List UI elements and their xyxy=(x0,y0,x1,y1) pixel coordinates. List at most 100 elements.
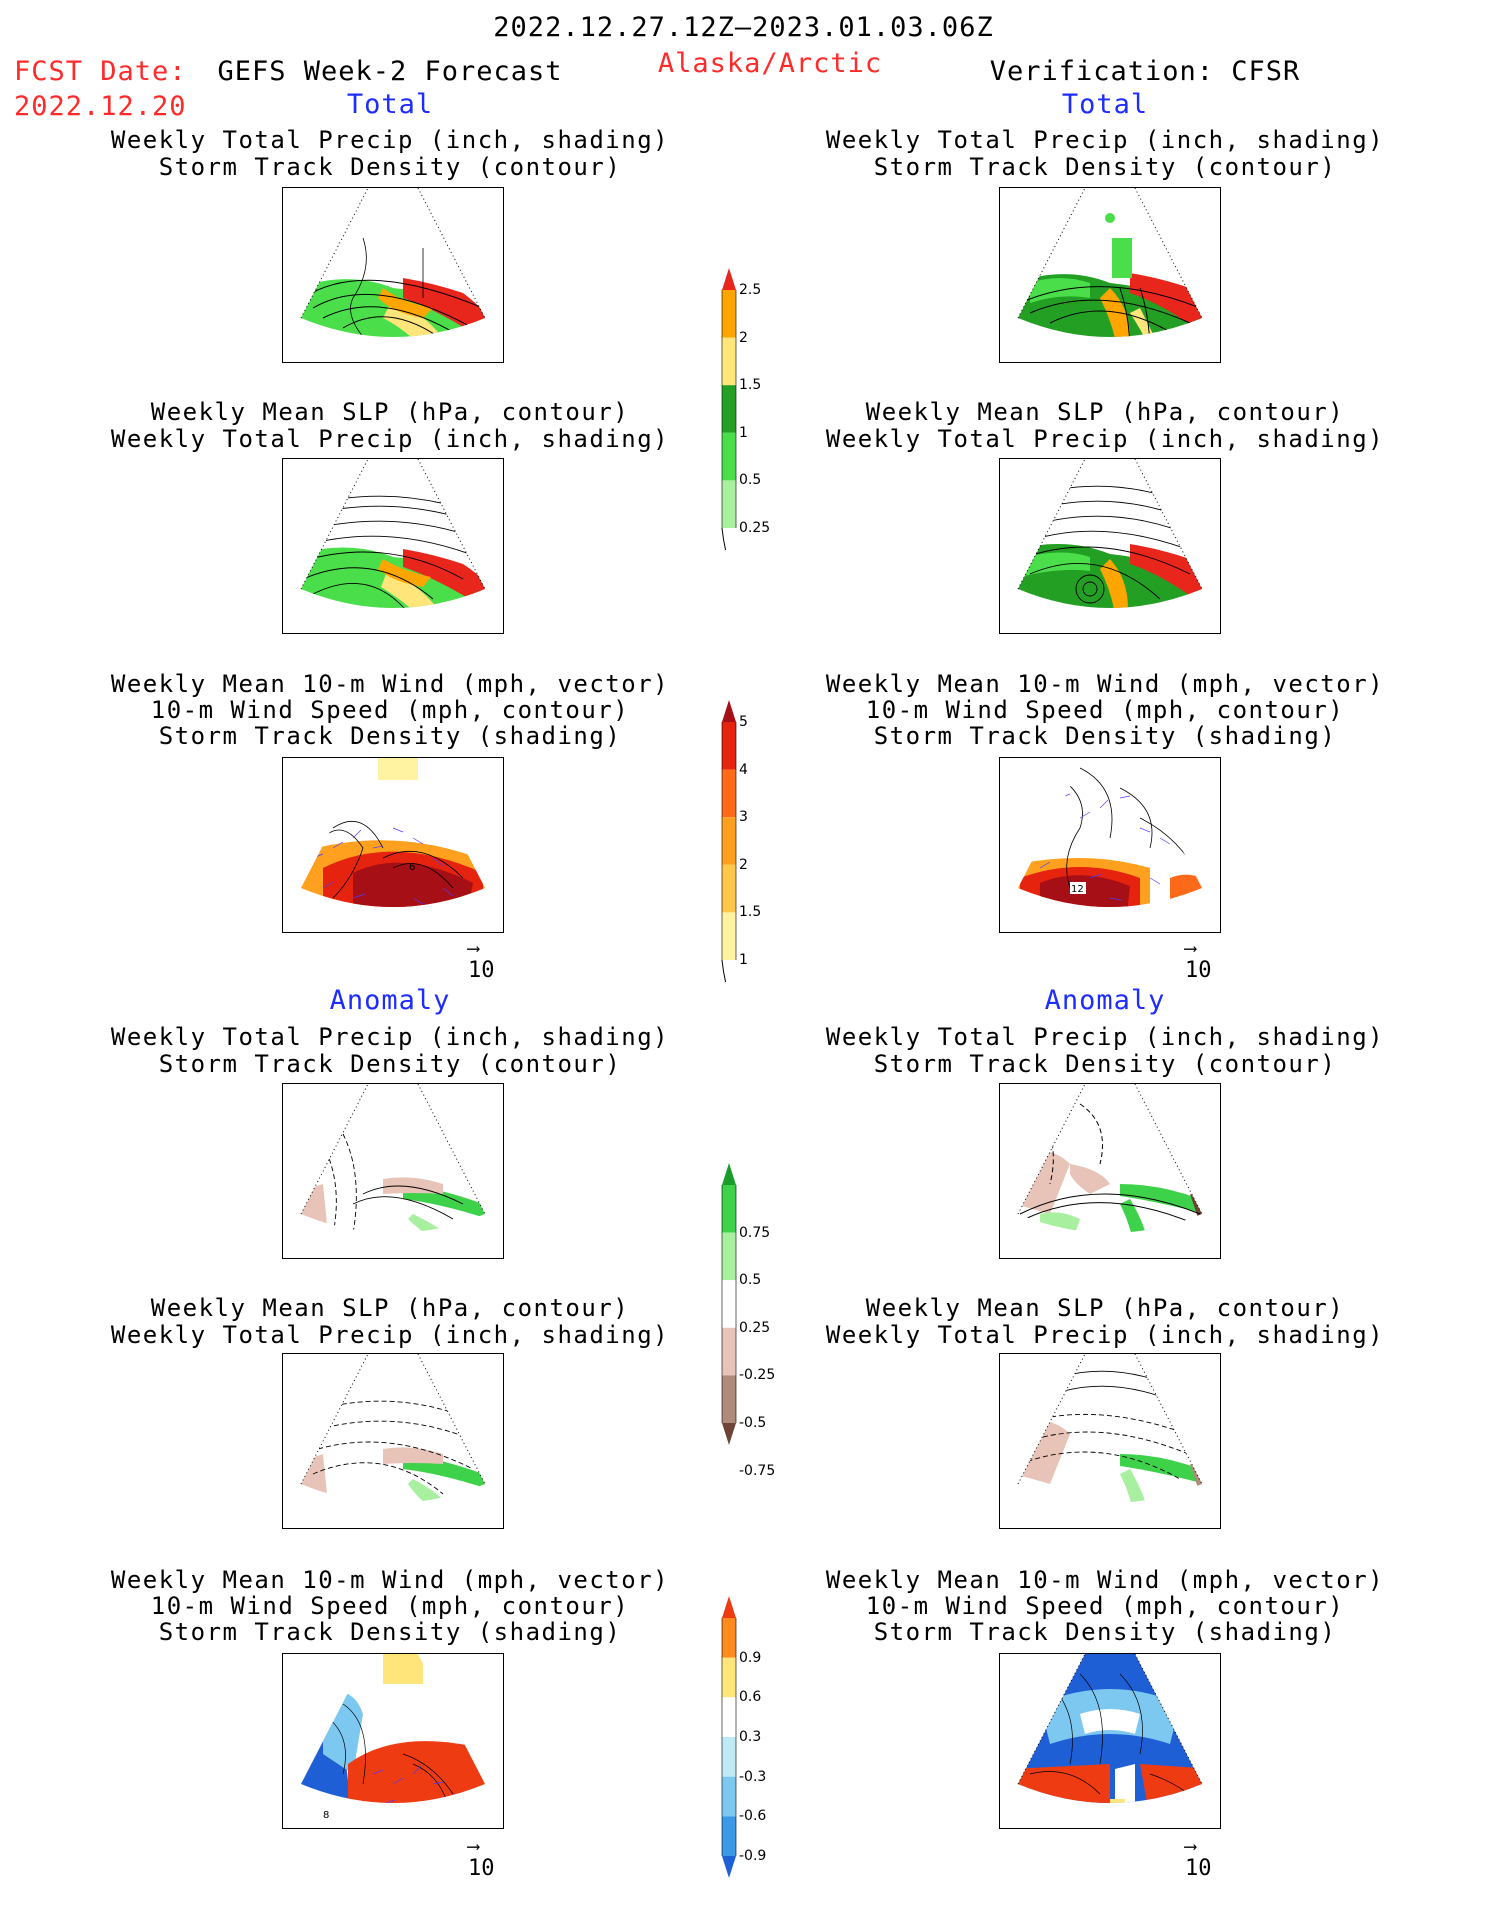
map-wind-track-forecast: 6 xyxy=(282,757,504,933)
period-title: 2022.12.27.12Z–2023.01.03.06Z xyxy=(493,12,994,43)
colorbar-label: -0.3 xyxy=(739,1768,767,1785)
colorbar-segment xyxy=(722,912,736,960)
colorbar-segment xyxy=(722,1423,736,1445)
colorbar-label: 1.5 xyxy=(739,904,762,921)
colorbar-label: 0.3 xyxy=(739,1729,762,1745)
colorbar-label: 1.5 xyxy=(739,377,762,394)
colorbar-segment xyxy=(722,1596,736,1618)
colorbar-label: 0.5 xyxy=(739,472,762,489)
title-r3r-a: Weekly Mean 10-m Wind (mph, vector) xyxy=(825,670,1385,698)
colorbar-label: 2 xyxy=(739,329,748,346)
arrow-right-icon: ⟶ xyxy=(468,1836,479,1857)
colorbar-segment xyxy=(722,1375,736,1423)
colorbar-label: 0.6 xyxy=(739,1689,762,1706)
title-r3r-c: Storm Track Density (shading) xyxy=(873,722,1337,750)
colorbar-segment xyxy=(722,1737,736,1777)
colorbar-segment xyxy=(722,1776,736,1817)
colorbar-segment xyxy=(722,769,736,818)
colorbar-tail xyxy=(721,959,731,999)
vector-ref-r6l: ⟶ 10 xyxy=(468,1836,495,1882)
colorbar-segment xyxy=(722,268,736,290)
colorbar-segment xyxy=(722,1856,736,1878)
colorbar-label: 0.9 xyxy=(739,1649,762,1666)
colorbar-segment xyxy=(722,817,736,865)
map-wind-track-anomaly-forecast: 8 xyxy=(282,1653,504,1829)
title-r5l-a: Weekly Mean SLP (hPa, contour) xyxy=(150,1294,630,1322)
title-r2l-b: Weekly Total Precip (inch, shading) xyxy=(110,425,670,453)
title-r6r-b: 10-m Wind Speed (mph, contour) xyxy=(865,1592,1345,1620)
colorbar-label: -0.5 xyxy=(739,1415,767,1431)
title-r3r-b: 10-m Wind Speed (mph, contour) xyxy=(865,696,1345,724)
colorbar-label: -0.25 xyxy=(739,1367,776,1384)
colorbar-outline xyxy=(721,290,737,528)
colorbar-tail xyxy=(721,527,731,567)
colorbar-segment xyxy=(722,337,736,386)
title-r4l-b: Storm Track Density (contour) xyxy=(158,1050,622,1078)
colorbar-label: 4 xyxy=(739,761,748,778)
map-precip-track-anomaly-forecast xyxy=(282,1083,504,1259)
title-r5l-b: Weekly Total Precip (inch, shading) xyxy=(110,1321,670,1349)
colorbar-segment xyxy=(722,385,736,433)
colorbar-segment xyxy=(722,432,736,481)
wind-anom-annotation-left: 8 xyxy=(323,1810,329,1821)
colorbar-segment xyxy=(722,1232,736,1281)
title-r3l-c: Storm Track Density (shading) xyxy=(158,722,622,750)
colorbar-segment xyxy=(722,1816,736,1856)
colorbar-segment xyxy=(722,1163,736,1185)
colorbar-label: 2.5 xyxy=(739,282,762,298)
arrow-right-icon: ⟶ xyxy=(1185,938,1196,959)
colorbar-precip-anomaly: 0.75 0.5 0.25 -0.25 -0.5 -0.75 xyxy=(718,1163,798,1479)
colorbar-segment xyxy=(722,1327,736,1376)
title-r2l-a: Weekly Mean SLP (hPa, contour) xyxy=(150,398,630,426)
colorbar-segment xyxy=(722,1657,736,1698)
title-r1l-a: Weekly Total Precip (inch, shading) xyxy=(110,126,670,154)
section-anomaly-right: Anomaly xyxy=(1044,985,1166,1016)
title-r6l-b: 10-m Wind Speed (mph, contour) xyxy=(150,1592,630,1620)
colorbar-label: -0.6 xyxy=(739,1808,767,1825)
section-total-right: Total xyxy=(1061,89,1149,120)
title-r1r-a: Weekly Total Precip (inch, shading) xyxy=(825,126,1385,154)
title-r1r-b: Storm Track Density (contour) xyxy=(873,153,1337,181)
colorbar-segment xyxy=(722,290,736,338)
wind-annotation-left: 6 xyxy=(409,862,415,873)
section-total-left: Total xyxy=(346,89,434,120)
fcst-date-label: FCST Date: xyxy=(14,56,187,87)
arrow-right-icon: ⟶ xyxy=(1185,1836,1196,1857)
colorbar-outline xyxy=(721,1618,737,1856)
colorbar-label: 5 xyxy=(739,714,748,730)
map-slp-precip-verification xyxy=(999,458,1221,634)
model-title: GEFS Week-2 Forecast xyxy=(217,56,563,87)
colorbar-label: 3 xyxy=(739,809,748,826)
title-r5r-b: Weekly Total Precip (inch, shading) xyxy=(825,1321,1385,1349)
colorbar-outline xyxy=(721,1185,737,1423)
vector-ref-r3r: ⟶ 10 xyxy=(1185,938,1212,984)
colorbar-label: -0.9 xyxy=(739,1848,767,1864)
map-wind-track-anomaly-verification xyxy=(999,1653,1221,1829)
colorbar-segment xyxy=(722,864,736,913)
colorbar-segment xyxy=(722,480,736,528)
title-r3l-a: Weekly Mean 10-m Wind (mph, vector) xyxy=(110,670,670,698)
title-r6r-a: Weekly Mean 10-m Wind (mph, vector) xyxy=(825,1566,1385,1594)
colorbar-segment xyxy=(722,1697,736,1737)
title-r5r-a: Weekly Mean SLP (hPa, contour) xyxy=(865,1294,1345,1322)
title-r1l-b: Storm Track Density (contour) xyxy=(158,153,622,181)
arrow-right-icon: ⟶ xyxy=(468,938,479,959)
title-r6r-c: Storm Track Density (shading) xyxy=(873,1618,1337,1646)
title-r2r-a: Weekly Mean SLP (hPa, contour) xyxy=(865,398,1345,426)
colorbar-label: 0.25 xyxy=(739,520,771,536)
title-r6l-a: Weekly Mean 10-m Wind (mph, vector) xyxy=(110,1566,670,1594)
map-precip-track-verification xyxy=(999,187,1221,363)
vector-ref-r3l: ⟶ 10 xyxy=(468,938,495,984)
title-r3l-b: 10-m Wind Speed (mph, contour) xyxy=(150,696,630,724)
verification-title: Verification: CFSR xyxy=(989,56,1301,87)
colorbar-segment xyxy=(722,1618,736,1658)
colorbar-outline xyxy=(721,722,737,960)
region-title: Alaska/Arctic xyxy=(657,48,883,79)
colorbar-label: 1 xyxy=(739,952,748,968)
title-r4r-a: Weekly Total Precip (inch, shading) xyxy=(825,1023,1385,1051)
map-precip-track-forecast xyxy=(282,187,504,363)
map-precip-track-anomaly-verification xyxy=(999,1083,1221,1259)
colorbar-segment xyxy=(722,1185,736,1233)
map-slp-precip-forecast xyxy=(282,458,504,634)
colorbar-track-total: 5 4 3 2 1.5 1 xyxy=(718,700,798,999)
